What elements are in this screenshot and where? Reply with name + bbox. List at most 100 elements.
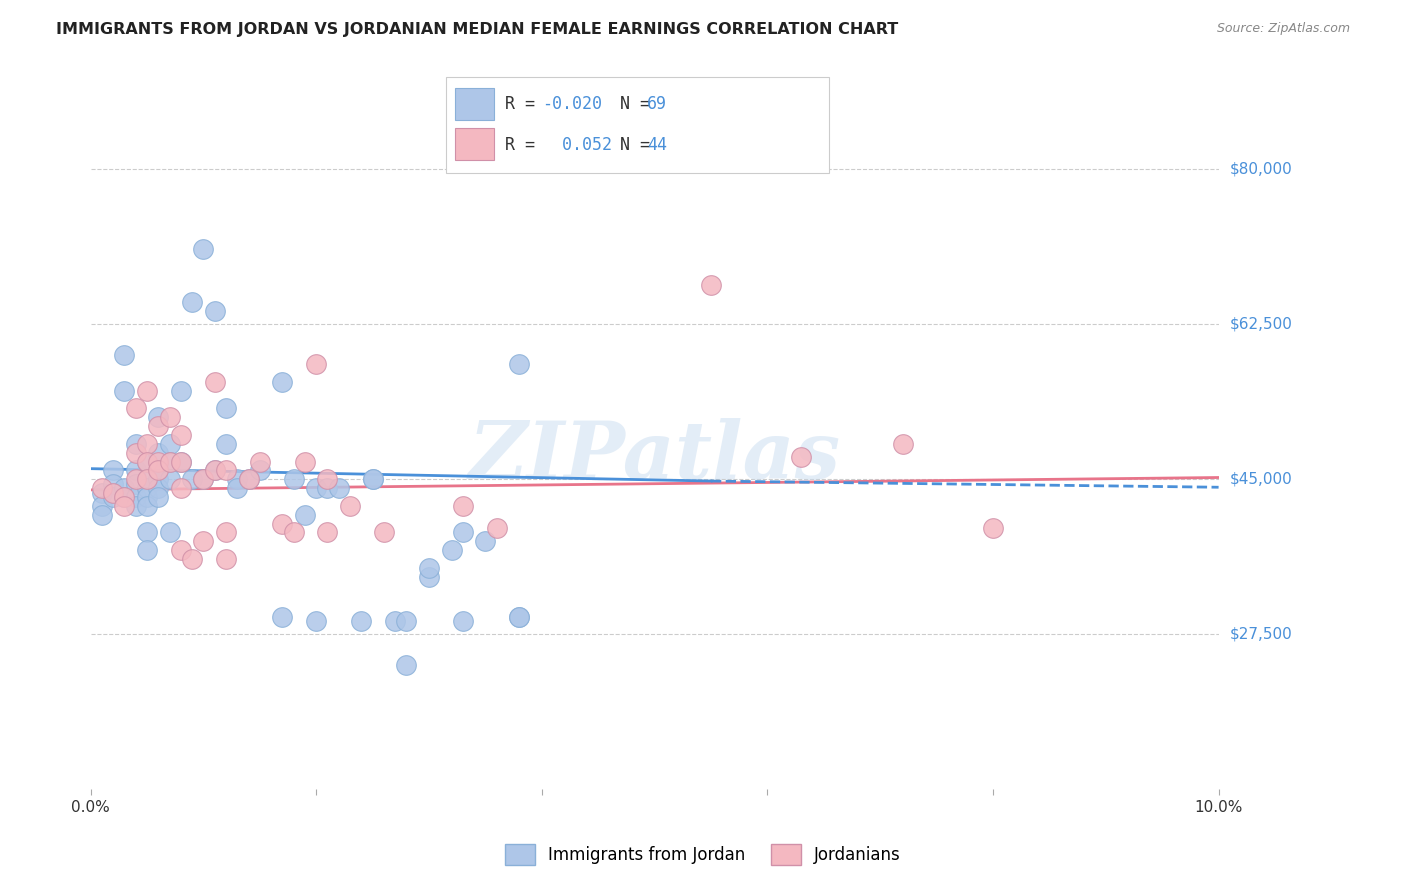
Point bbox=[238, 472, 260, 486]
Point bbox=[136, 472, 159, 486]
Legend: Immigrants from Jordan, Jordanians: Immigrants from Jordan, Jordanians bbox=[495, 834, 911, 875]
Point bbox=[204, 375, 226, 389]
Point bbox=[384, 614, 406, 628]
Text: Source: ZipAtlas.com: Source: ZipAtlas.com bbox=[1216, 22, 1350, 36]
Point bbox=[316, 481, 339, 495]
Text: 44: 44 bbox=[647, 136, 666, 153]
Point bbox=[148, 419, 170, 434]
Point bbox=[418, 569, 440, 583]
Point bbox=[193, 534, 215, 549]
Point bbox=[159, 454, 181, 468]
Point bbox=[350, 614, 373, 628]
Point bbox=[181, 472, 204, 486]
Point bbox=[294, 508, 316, 522]
Point bbox=[215, 401, 238, 416]
Point bbox=[451, 525, 474, 540]
Point bbox=[90, 481, 112, 495]
Point bbox=[700, 277, 723, 292]
Point bbox=[136, 525, 159, 540]
Text: R =: R = bbox=[505, 95, 544, 113]
Point bbox=[215, 552, 238, 566]
Point bbox=[136, 454, 159, 468]
Point bbox=[339, 499, 361, 513]
Point bbox=[114, 348, 136, 362]
Point bbox=[249, 463, 271, 477]
Point bbox=[373, 525, 395, 540]
Point bbox=[474, 534, 496, 549]
Point bbox=[114, 499, 136, 513]
Point bbox=[508, 609, 530, 624]
Point bbox=[451, 499, 474, 513]
Point bbox=[181, 295, 204, 310]
Text: R =: R = bbox=[505, 136, 544, 153]
Point bbox=[361, 472, 384, 486]
Point bbox=[159, 437, 181, 451]
Point bbox=[226, 481, 249, 495]
Point bbox=[193, 242, 215, 256]
Point bbox=[508, 609, 530, 624]
Point bbox=[283, 472, 305, 486]
Point bbox=[90, 508, 112, 522]
Point bbox=[136, 437, 159, 451]
Point bbox=[148, 490, 170, 504]
Point bbox=[114, 481, 136, 495]
Point bbox=[981, 521, 1004, 535]
Point bbox=[485, 521, 508, 535]
Point bbox=[170, 454, 193, 468]
Point bbox=[193, 472, 215, 486]
Text: IMMIGRANTS FROM JORDAN VS JORDANIAN MEDIAN FEMALE EARNINGS CORRELATION CHART: IMMIGRANTS FROM JORDAN VS JORDANIAN MEDI… bbox=[56, 22, 898, 37]
Point bbox=[305, 357, 328, 371]
Point bbox=[114, 384, 136, 398]
Point bbox=[204, 304, 226, 318]
Point bbox=[395, 658, 418, 673]
Point bbox=[125, 463, 148, 477]
Point bbox=[193, 472, 215, 486]
Point bbox=[283, 525, 305, 540]
Point bbox=[170, 428, 193, 442]
Text: 0.052: 0.052 bbox=[541, 136, 612, 153]
FancyBboxPatch shape bbox=[456, 88, 495, 120]
Point bbox=[90, 485, 112, 500]
Point bbox=[440, 543, 463, 558]
Point bbox=[136, 472, 159, 486]
FancyBboxPatch shape bbox=[446, 78, 830, 173]
Point bbox=[159, 525, 181, 540]
Point bbox=[305, 614, 328, 628]
Point bbox=[125, 472, 148, 486]
Point bbox=[316, 472, 339, 486]
Point bbox=[170, 454, 193, 468]
Point bbox=[226, 472, 249, 486]
Point bbox=[159, 454, 181, 468]
Point bbox=[159, 410, 181, 425]
Point bbox=[170, 384, 193, 398]
Point bbox=[101, 490, 124, 504]
Point bbox=[271, 609, 294, 624]
Point bbox=[271, 516, 294, 531]
Text: -0.020: -0.020 bbox=[541, 95, 602, 113]
Point bbox=[316, 525, 339, 540]
Point bbox=[328, 481, 350, 495]
Text: $45,000: $45,000 bbox=[1230, 472, 1292, 487]
Text: $80,000: $80,000 bbox=[1230, 162, 1292, 177]
Point bbox=[215, 463, 238, 477]
Point bbox=[125, 437, 148, 451]
Point bbox=[159, 472, 181, 486]
Point bbox=[204, 463, 226, 477]
Point bbox=[148, 472, 170, 486]
Point bbox=[249, 454, 271, 468]
FancyBboxPatch shape bbox=[456, 128, 495, 161]
Point bbox=[101, 476, 124, 491]
Point bbox=[361, 472, 384, 486]
Point bbox=[90, 499, 112, 513]
Point bbox=[148, 481, 170, 495]
Point bbox=[136, 384, 159, 398]
Point bbox=[294, 454, 316, 468]
Point bbox=[125, 401, 148, 416]
Text: $27,500: $27,500 bbox=[1230, 627, 1292, 641]
Point bbox=[101, 463, 124, 477]
Text: N =: N = bbox=[600, 95, 661, 113]
Point bbox=[136, 499, 159, 513]
Text: $62,500: $62,500 bbox=[1230, 317, 1292, 332]
Point bbox=[136, 454, 159, 468]
Point bbox=[125, 476, 148, 491]
